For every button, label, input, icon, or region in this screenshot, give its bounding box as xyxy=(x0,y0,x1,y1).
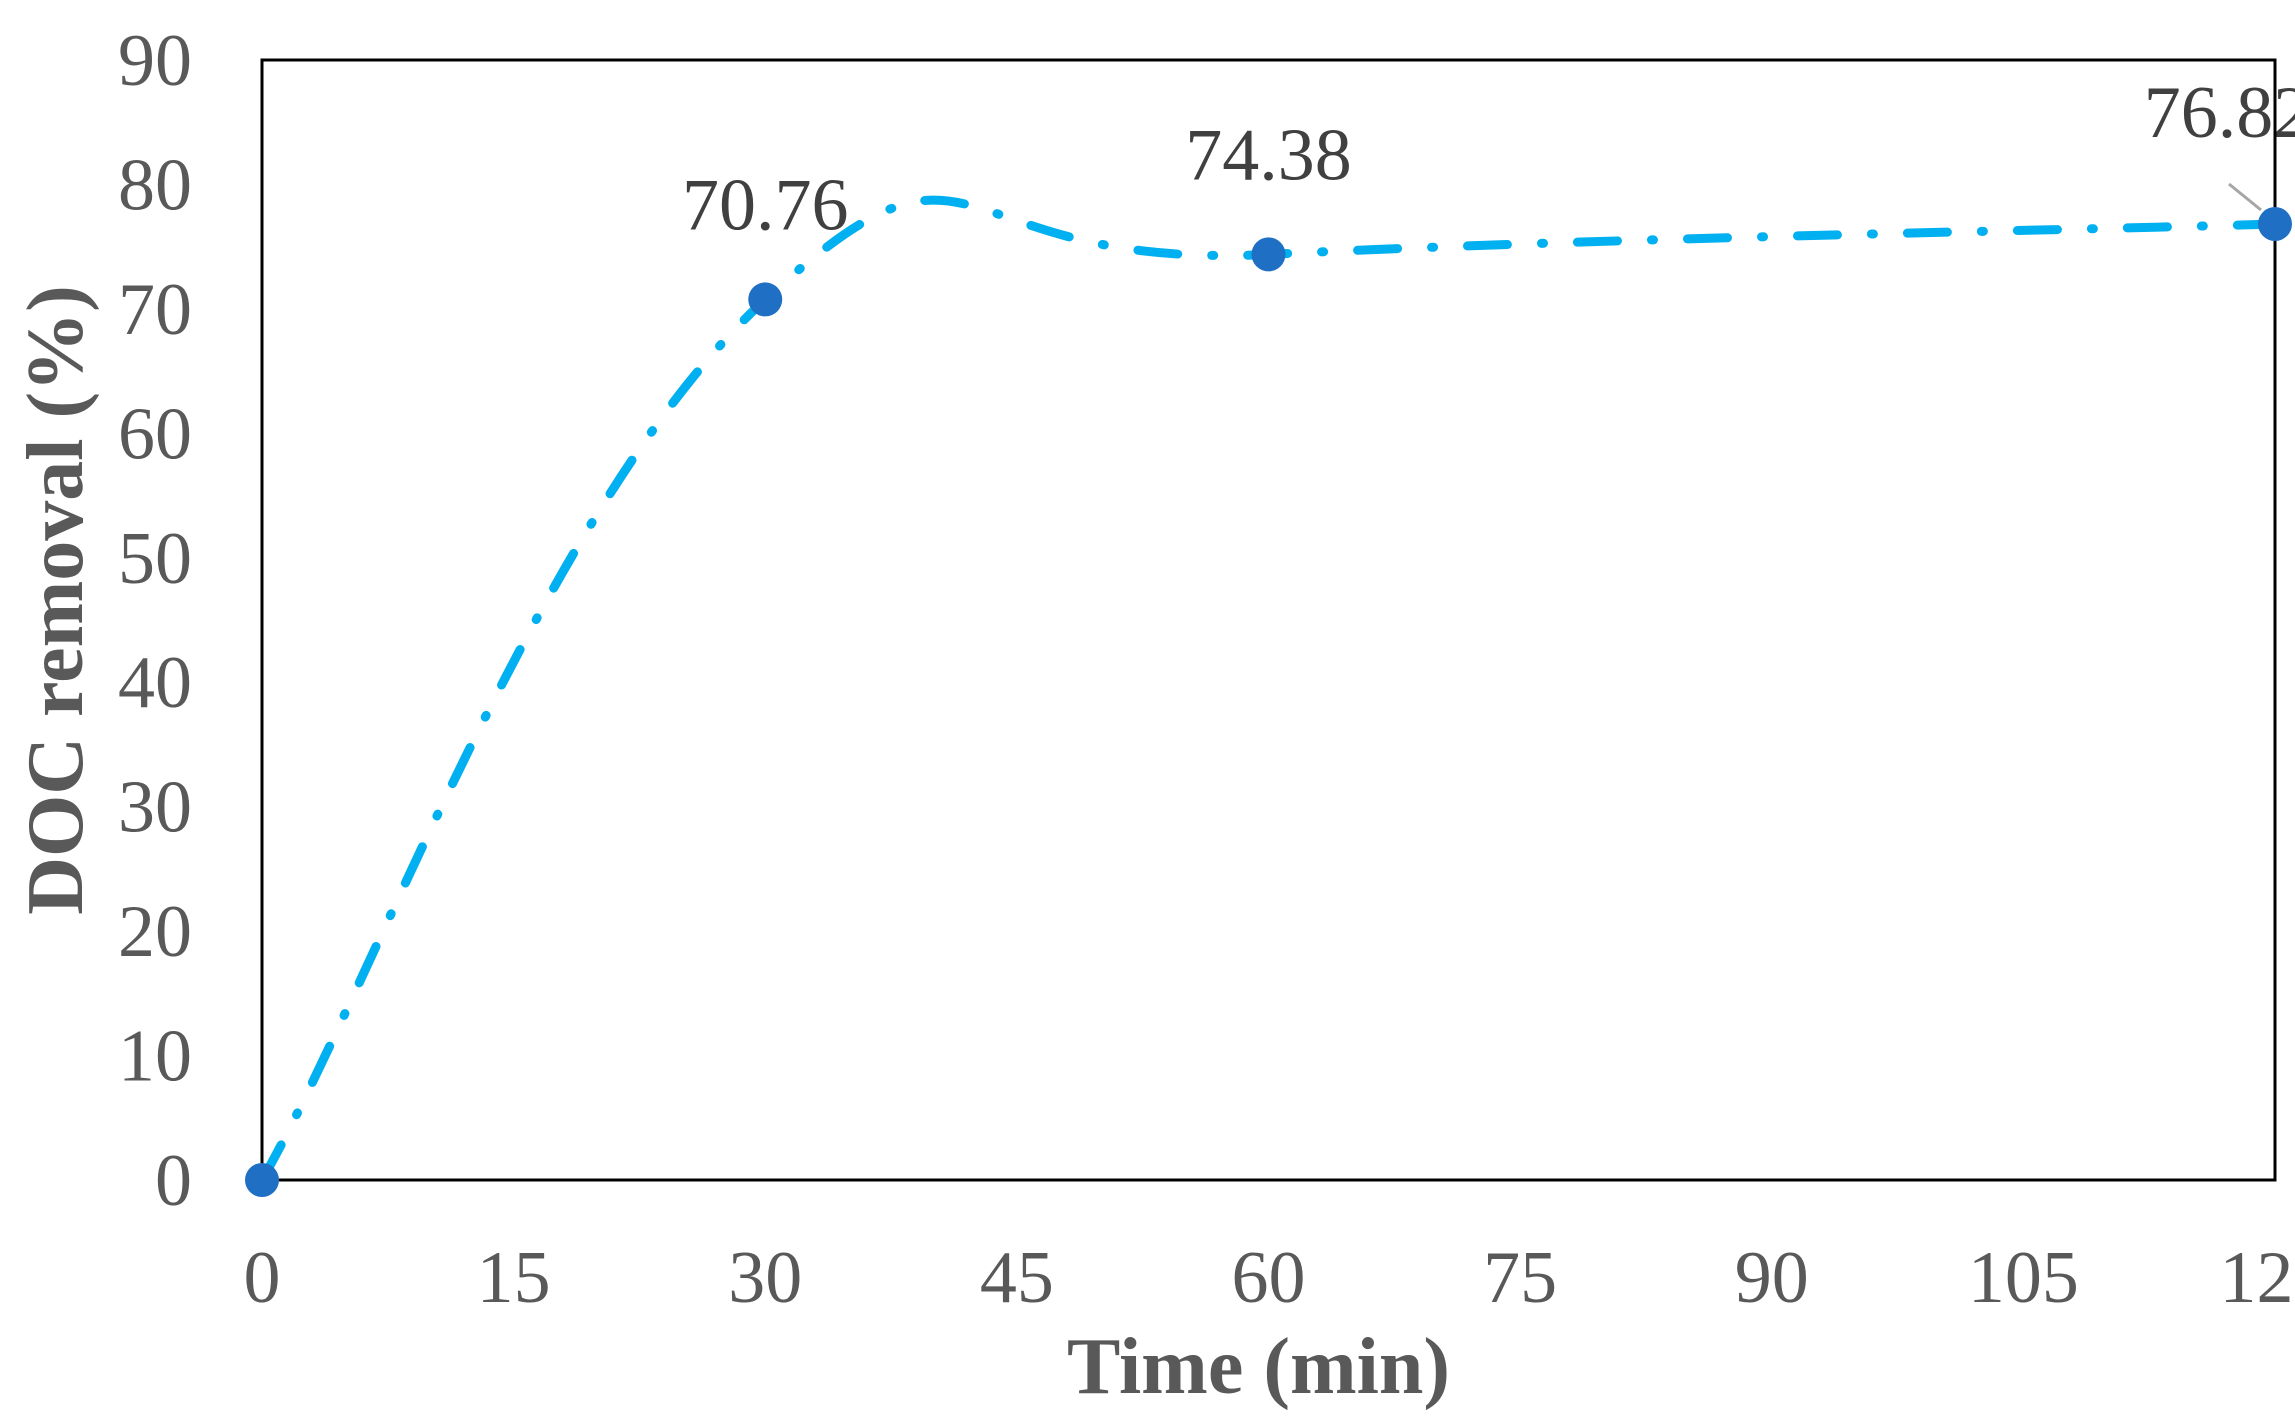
series-line xyxy=(257,195,2280,1185)
plot-area xyxy=(260,58,2277,1182)
data-label: 76.82 xyxy=(2144,72,2295,154)
y-tick-label: 80 xyxy=(118,144,192,226)
x-tick-label: 120 xyxy=(2220,1237,2295,1319)
y-axis-title: DOC removal (%) xyxy=(12,285,100,915)
data-labels: 70.76 74.38 76.82 xyxy=(682,72,2295,246)
leader-line xyxy=(2228,182,2262,212)
x-tick-label: 0 xyxy=(244,1237,281,1319)
x-tick-label: 45 xyxy=(980,1237,1054,1319)
data-point xyxy=(2258,207,2292,242)
data-label: 70.76 xyxy=(682,164,849,246)
data-label: 74.38 xyxy=(1185,114,1352,196)
y-tick-label: 10 xyxy=(118,1016,192,1098)
leader-lines xyxy=(2228,182,2262,212)
data-markers xyxy=(245,207,2292,1197)
y-tick-label: 50 xyxy=(118,518,192,600)
x-axis-title: Time (min) xyxy=(1067,1323,1450,1411)
x-tick-labels: 0 15 30 45 60 75 90 105 120 xyxy=(244,1237,2295,1319)
data-point xyxy=(245,1163,279,1197)
x-tick-label: 60 xyxy=(1232,1237,1306,1319)
y-tick-labels: 0 10 20 30 40 50 60 70 80 90 xyxy=(118,20,192,1222)
data-point xyxy=(748,282,783,317)
data-point xyxy=(1251,237,1286,272)
x-tick-label: 105 xyxy=(1968,1237,2079,1319)
y-tick-label: 70 xyxy=(118,269,192,351)
x-tick-label: 90 xyxy=(1735,1237,1809,1319)
y-tick-label: 20 xyxy=(118,891,192,973)
x-tick-label: 30 xyxy=(728,1237,802,1319)
x-tick-label: 15 xyxy=(477,1237,551,1319)
y-tick-label: 40 xyxy=(118,642,192,724)
y-tick-label: 0 xyxy=(155,1140,192,1222)
y-tick-label: 90 xyxy=(118,20,192,102)
y-tick-label: 60 xyxy=(118,393,192,475)
y-tick-label: 30 xyxy=(118,767,192,849)
x-tick-label: 75 xyxy=(1483,1237,1557,1319)
